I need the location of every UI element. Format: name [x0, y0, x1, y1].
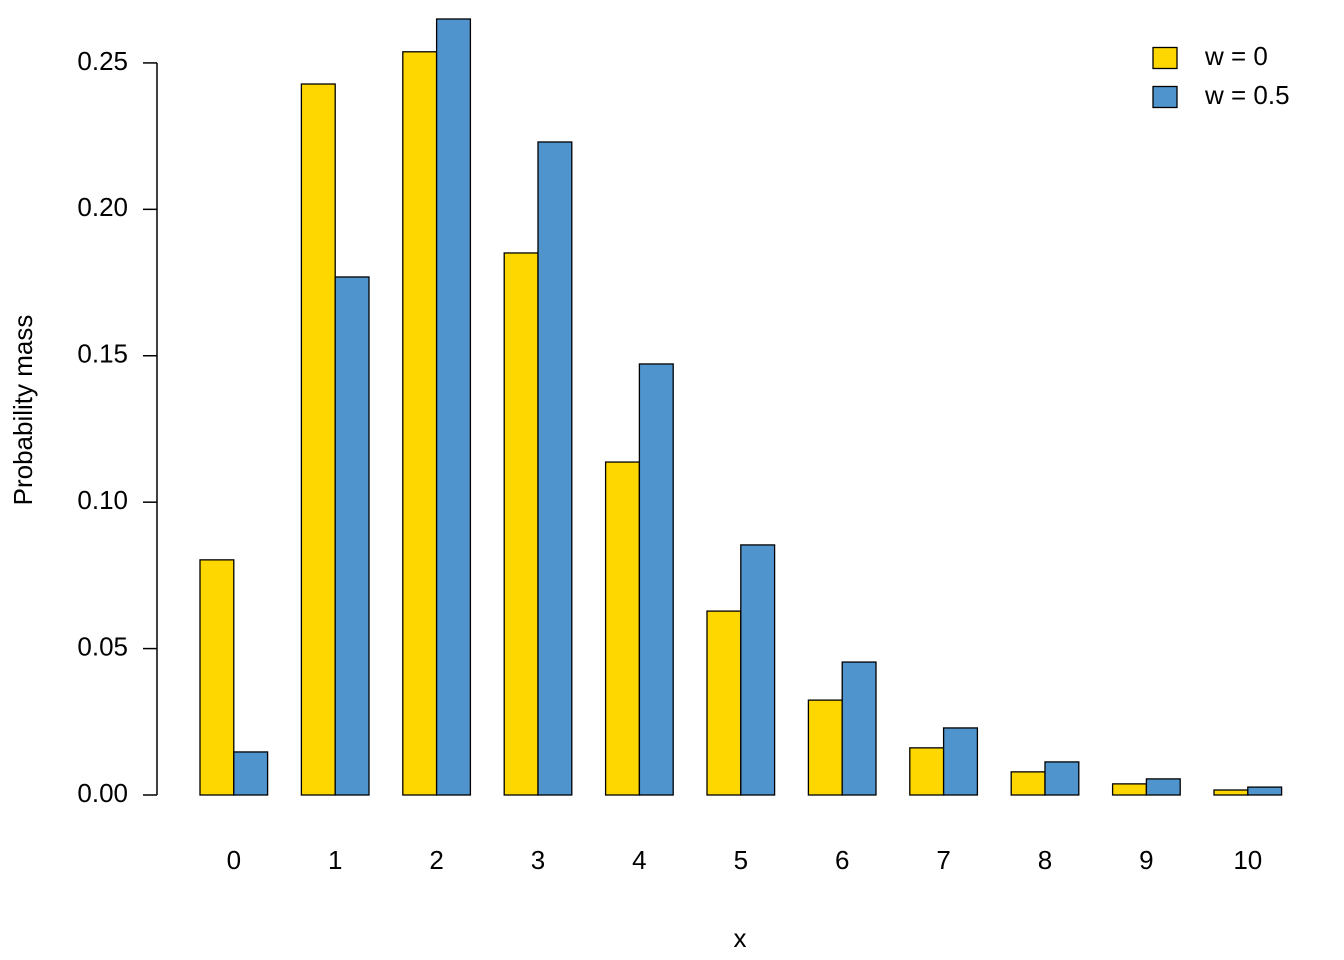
bar	[1111, 783, 1148, 796]
bar	[841, 661, 877, 796]
bar	[402, 51, 438, 796]
bar	[199, 559, 235, 796]
bar	[503, 252, 539, 796]
y-tick-label: 0.10	[77, 485, 128, 515]
legend-label: w = 0	[1204, 41, 1268, 71]
y-tick-label: 0.05	[77, 631, 128, 661]
legend-label: w = 0.5	[1204, 80, 1290, 110]
x-tick-label: 9	[1139, 845, 1153, 875]
bar	[604, 461, 641, 796]
x-axis-label: x	[734, 923, 747, 953]
x-tick-label: 4	[632, 845, 646, 875]
legend-swatch	[1152, 85, 1178, 109]
bar	[706, 610, 742, 796]
legend-swatch	[1152, 46, 1178, 70]
bar	[807, 699, 843, 796]
bar	[740, 544, 776, 796]
x-tick-label: 7	[936, 845, 950, 875]
bar	[233, 751, 269, 796]
y-tick-label: 0.00	[77, 778, 128, 808]
bar	[300, 83, 336, 796]
y-tick-label: 0.20	[77, 192, 128, 222]
bar	[537, 141, 573, 796]
x-tick-label: 5	[734, 845, 748, 875]
x-tick-label: 0	[227, 845, 241, 875]
bar	[435, 18, 472, 796]
bar	[334, 276, 370, 796]
x-tick-label: 3	[531, 845, 545, 875]
y-tick-label: 0.15	[77, 339, 128, 369]
bar	[942, 727, 979, 796]
x-tick-label: 10	[1233, 845, 1262, 875]
bar	[638, 363, 674, 796]
bar	[909, 747, 945, 796]
x-tick-label: 8	[1038, 845, 1052, 875]
x-tick-label: 1	[328, 845, 342, 875]
bar	[1213, 789, 1249, 796]
y-tick-label: 0.25	[77, 46, 128, 76]
bar	[1044, 761, 1080, 796]
y-axis-label: Probability mass	[8, 315, 38, 506]
bar	[1145, 778, 1181, 796]
bar	[1247, 786, 1283, 796]
x-tick-label: 2	[429, 845, 443, 875]
x-tick-label: 6	[835, 845, 849, 875]
bar	[1010, 771, 1046, 796]
